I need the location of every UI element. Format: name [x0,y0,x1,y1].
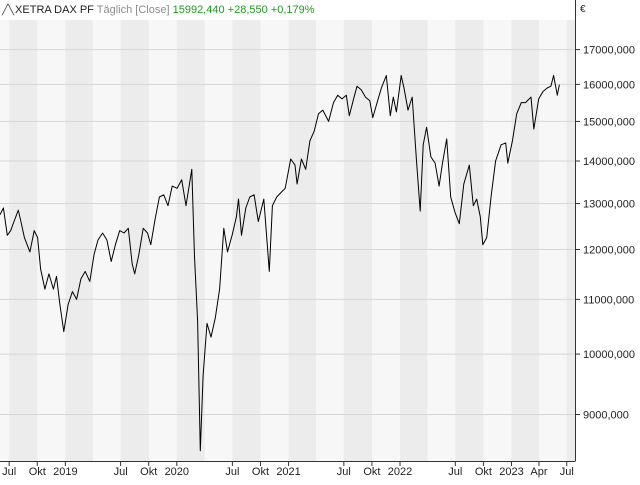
x-tick-label: 2022 [388,466,412,478]
quarter-band [511,20,539,461]
quarter-band [120,20,149,461]
x-tick-label: Jul [337,466,351,478]
quarter-band [566,20,575,461]
change-percent: +0,179% [270,4,315,16]
y-tick-label: 17000,000 [583,45,635,57]
x-tick-label: Jul [2,466,16,478]
y-tick-label: 15000,000 [583,116,635,128]
y-tick-label: 12000,000 [583,244,635,256]
quarter-band [288,20,317,461]
x-tick-label: 2020 [165,466,189,478]
y-tick-label: 10000,000 [583,349,635,361]
line-chart-icon: ╱╲ [2,5,15,16]
last-value: 15992,440 [172,4,225,16]
x-tick-label: Okt [140,466,157,478]
quarter-band [176,20,205,461]
axes [0,0,576,462]
x-tick-label: Jul [448,466,462,478]
quarter-band [455,20,484,461]
quarter-band [400,20,428,461]
series-layer [0,75,560,452]
quarter-band [232,20,261,461]
x-tick-label: Jul [225,466,239,478]
x-axis-ticks: Jul Okt 2019 Jul Okt 2020 Jul Okt 2021 Jul Okt 2022… [2,461,574,478]
y-axis-ticks: 17000,000 16000,000 15000,000 14000,000 1300… [575,45,635,422]
y-tick-label: 14000,000 [583,156,635,168]
y-tick-label: 9000,000 [583,410,629,422]
dax-price-line [0,75,560,452]
quarter-band [343,20,372,461]
quarter-band [65,20,93,461]
x-tick-label: 2019 [53,466,77,478]
y-tick-label: 11000,000 [583,294,634,306]
x-tick-label: 2023 [499,466,523,478]
x-tick-label: 2021 [276,466,300,478]
x-tick-label: Jul [560,466,574,478]
x-tick-label: Okt [29,466,46,478]
y-tick-label: 13000,000 [583,199,635,211]
chart-header: ╱╲XETRA DAX PF Täglich [Close] 15992,440… [2,3,319,18]
currency-label: € [580,4,586,15]
x-tick-label: Okt [475,466,492,478]
y-tick-label: 16000,000 [583,79,635,91]
x-tick-label: Okt [252,466,269,478]
x-tick-label: Jul [114,466,128,478]
x-tick-label: Apr [530,466,547,478]
quarter-band [9,20,38,461]
quarter-bands [0,20,575,461]
change-absolute: +28,550 [227,4,268,16]
chart-mode: Täglich [Close] [96,4,170,16]
x-tick-label: Okt [363,466,380,478]
instrument-name: XETRA DAX PF [15,4,94,16]
